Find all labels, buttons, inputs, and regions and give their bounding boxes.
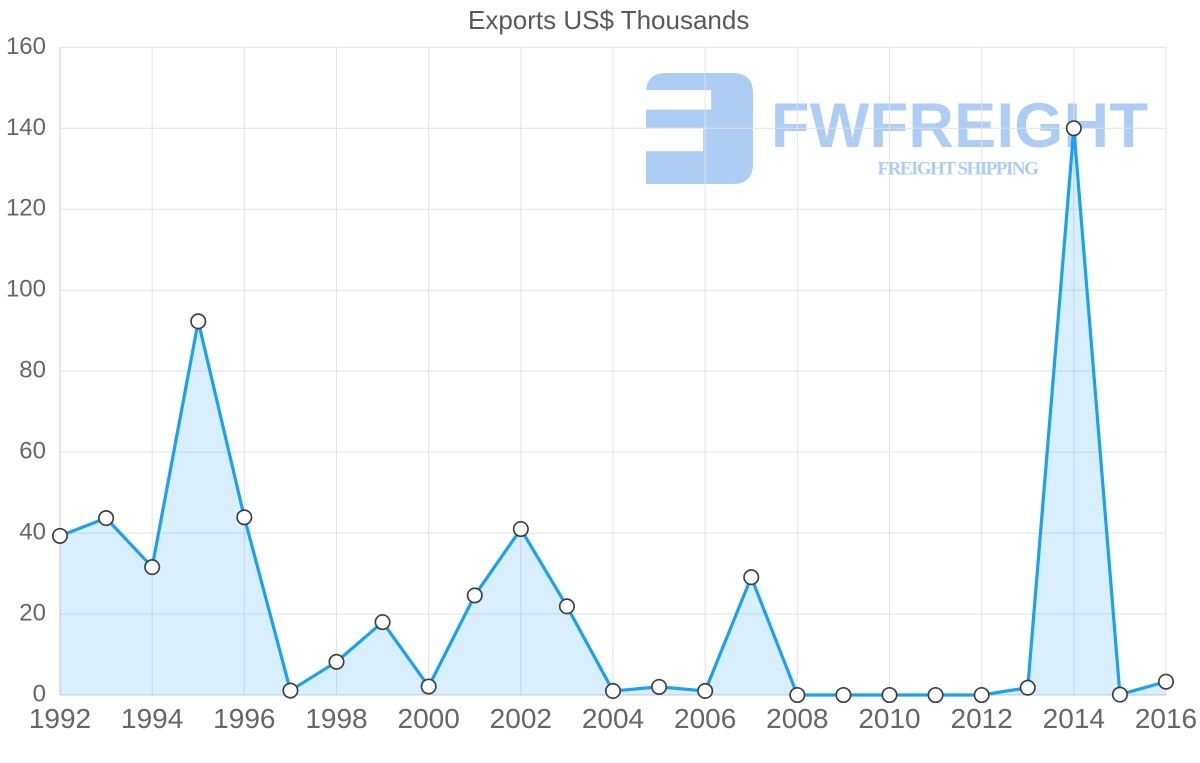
svg-text:100: 100 [6, 276, 46, 303]
svg-text:20: 20 [19, 600, 46, 627]
svg-text:2010: 2010 [858, 703, 920, 734]
svg-text:40: 40 [19, 519, 46, 546]
svg-text:60: 60 [19, 438, 46, 465]
svg-text:2012: 2012 [951, 703, 1013, 734]
svg-text:2004: 2004 [582, 703, 644, 734]
svg-text:2002: 2002 [490, 703, 552, 734]
svg-text:1992: 1992 [29, 703, 91, 734]
svg-text:1998: 1998 [305, 703, 367, 734]
svg-text:2014: 2014 [1043, 703, 1105, 734]
svg-text:140: 140 [6, 114, 46, 141]
svg-text:2016: 2016 [1135, 703, 1197, 734]
svg-text:2006: 2006 [674, 703, 736, 734]
svg-text:1996: 1996 [213, 703, 275, 734]
svg-text:160: 160 [6, 33, 46, 60]
svg-text:2000: 2000 [398, 703, 460, 734]
svg-text:2008: 2008 [766, 703, 828, 734]
svg-text:80: 80 [19, 357, 46, 384]
svg-text:1994: 1994 [121, 703, 183, 734]
svg-text:120: 120 [6, 195, 46, 222]
